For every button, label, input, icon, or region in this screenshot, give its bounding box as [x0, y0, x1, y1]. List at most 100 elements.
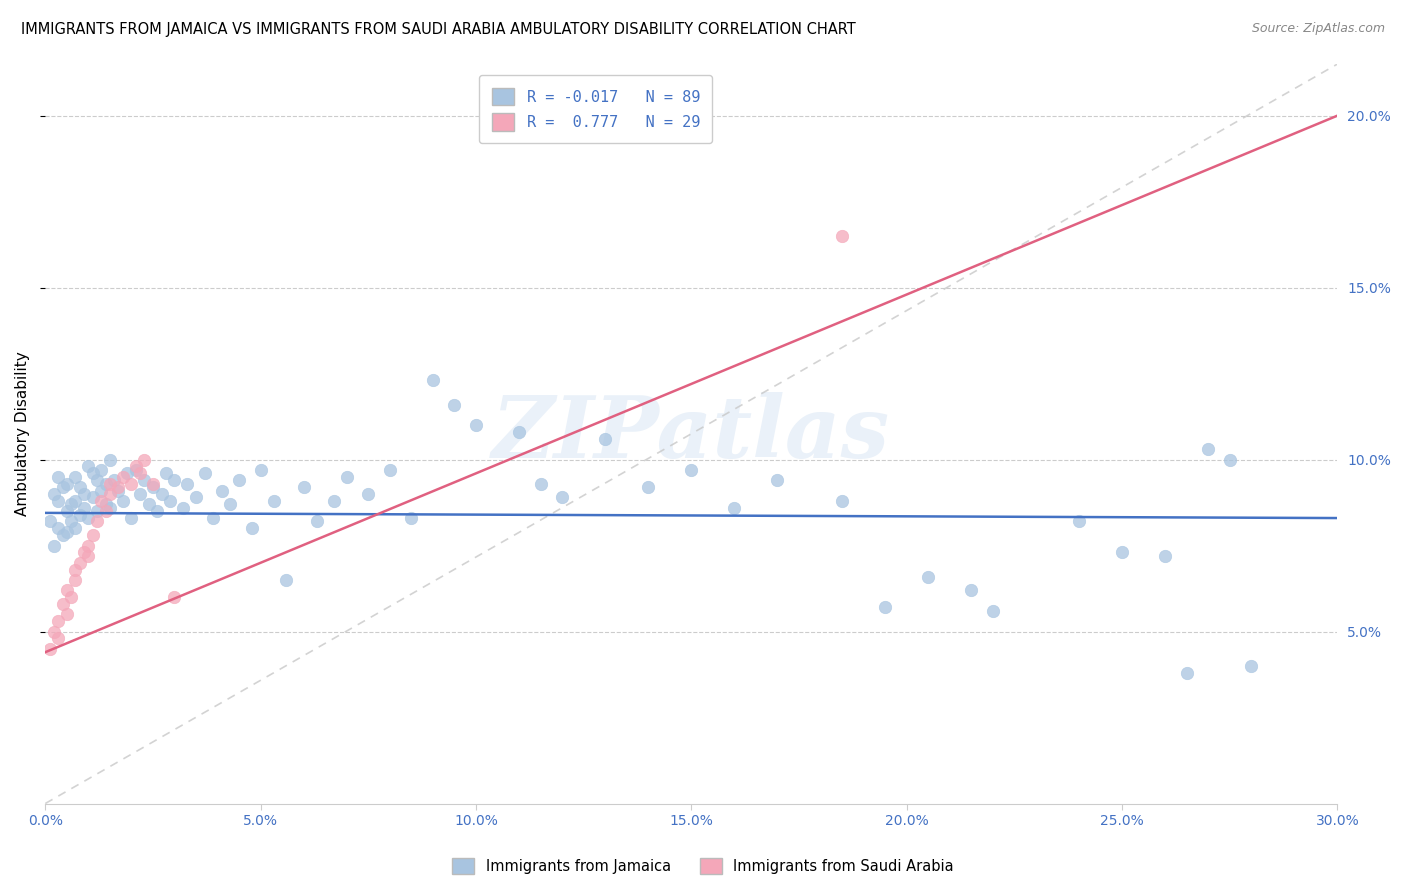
- Point: [38, 515, 60, 529]
- Point: [766, 473, 789, 487]
- Point: [1197, 442, 1219, 457]
- Point: [98, 452, 121, 467]
- Point: [56, 476, 79, 491]
- Point: [65, 494, 87, 508]
- Point: [42, 487, 65, 501]
- Point: [184, 491, 207, 505]
- Point: [94, 497, 117, 511]
- Point: [60, 497, 83, 511]
- Point: [529, 476, 551, 491]
- Point: [111, 494, 134, 508]
- Point: [51, 597, 73, 611]
- Point: [163, 590, 186, 604]
- Point: [77, 511, 100, 525]
- Point: [960, 583, 983, 598]
- Point: [120, 511, 142, 525]
- Point: [107, 483, 129, 498]
- Point: [831, 229, 853, 244]
- Point: [134, 473, 156, 487]
- Point: [86, 473, 108, 487]
- Point: [65, 563, 87, 577]
- Point: [146, 504, 169, 518]
- Point: [249, 463, 271, 477]
- Point: [86, 515, 108, 529]
- Point: [86, 504, 108, 518]
- Point: [90, 494, 112, 508]
- Point: [681, 463, 703, 477]
- Point: [322, 494, 344, 508]
- Point: [875, 600, 897, 615]
- Point: [1154, 549, 1177, 563]
- Point: [228, 473, 250, 487]
- Point: [637, 480, 659, 494]
- Point: [194, 467, 217, 481]
- Point: [98, 476, 121, 491]
- Point: [211, 483, 233, 498]
- Point: [73, 487, 96, 501]
- Point: [94, 504, 117, 518]
- Point: [56, 583, 79, 598]
- Point: [56, 524, 79, 539]
- Point: [56, 607, 79, 622]
- Point: [1067, 515, 1090, 529]
- Point: [292, 480, 315, 494]
- Point: [65, 521, 87, 535]
- Point: [422, 374, 444, 388]
- Point: [1219, 452, 1241, 467]
- Point: [125, 459, 148, 474]
- Point: [163, 473, 186, 487]
- Point: [77, 539, 100, 553]
- Point: [155, 467, 177, 481]
- Point: [82, 467, 104, 481]
- Point: [1111, 545, 1133, 559]
- Point: [94, 476, 117, 491]
- Point: [103, 473, 125, 487]
- Point: [46, 470, 69, 484]
- Point: [981, 604, 1004, 618]
- Point: [38, 641, 60, 656]
- Point: [65, 470, 87, 484]
- Point: [115, 467, 138, 481]
- Point: [129, 467, 152, 481]
- Point: [336, 470, 359, 484]
- Point: [56, 504, 79, 518]
- Point: [142, 476, 165, 491]
- Point: [82, 528, 104, 542]
- Point: [465, 418, 488, 433]
- Point: [378, 463, 401, 477]
- Point: [60, 515, 83, 529]
- Text: IMMIGRANTS FROM JAMAICA VS IMMIGRANTS FROM SAUDI ARABIA AMBULATORY DISABILITY CO: IMMIGRANTS FROM JAMAICA VS IMMIGRANTS FR…: [21, 22, 856, 37]
- Legend: R = -0.017   N = 89, R =  0.777   N = 29: R = -0.017 N = 89, R = 0.777 N = 29: [479, 76, 713, 143]
- Point: [1175, 665, 1198, 680]
- Point: [42, 624, 65, 639]
- Text: Source: ZipAtlas.com: Source: ZipAtlas.com: [1251, 22, 1385, 36]
- Point: [77, 459, 100, 474]
- Point: [98, 500, 121, 515]
- Point: [1240, 659, 1263, 673]
- Point: [69, 508, 91, 522]
- Point: [202, 511, 225, 525]
- Point: [917, 569, 939, 583]
- Point: [508, 425, 530, 439]
- Point: [46, 494, 69, 508]
- Point: [51, 480, 73, 494]
- Point: [46, 632, 69, 646]
- Point: [357, 487, 380, 501]
- Point: [142, 480, 165, 494]
- Point: [98, 487, 121, 501]
- Point: [831, 494, 853, 508]
- Point: [125, 463, 148, 477]
- Point: [60, 590, 83, 604]
- Point: [77, 549, 100, 563]
- Point: [65, 573, 87, 587]
- Point: [551, 491, 574, 505]
- Point: [46, 614, 69, 628]
- Point: [219, 497, 242, 511]
- Point: [111, 470, 134, 484]
- Point: [159, 494, 181, 508]
- Point: [46, 521, 69, 535]
- Point: [401, 511, 423, 525]
- Point: [73, 500, 96, 515]
- Point: [723, 500, 745, 515]
- Point: [172, 500, 194, 515]
